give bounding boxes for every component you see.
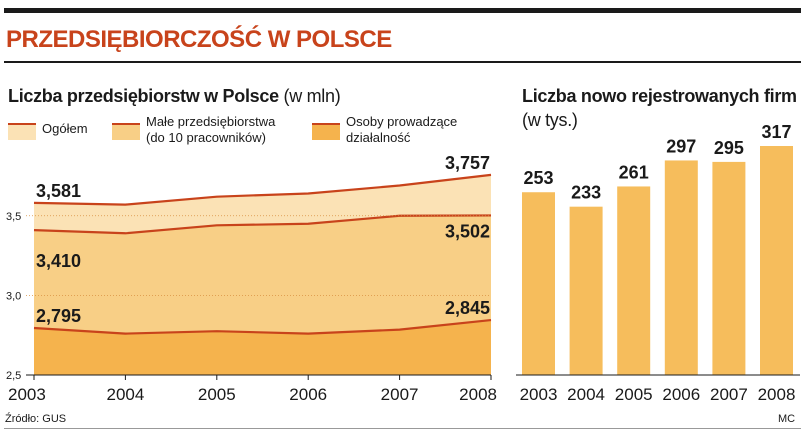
- bar-chart-title: Liczba nowo rejestrowanych firm (w tys.): [522, 86, 797, 130]
- area-chart-title: Liczba przedsiębiorstw w Polsce (w mln): [8, 86, 341, 106]
- top-bar: [4, 8, 801, 13]
- bar-2005: [617, 186, 651, 375]
- bar-category-label-2008: 2008: [758, 385, 796, 404]
- bar-value-label-2008: 317: [761, 122, 791, 142]
- x-tick-label-2003: 2003: [8, 385, 46, 404]
- author-credit: MC: [778, 413, 796, 425]
- x-tick-label-2004: 2004: [106, 385, 144, 404]
- y-tick-label-0: 2,5: [6, 370, 21, 382]
- bar-category-label-2007: 2007: [710, 385, 748, 404]
- legend-label-male: Małe przedsiębiorstwa (do 10 pracowników): [146, 114, 276, 145]
- main-title: PRZEDSIĘBIORCZOŚĆ W POLSCE: [6, 26, 392, 53]
- bar-2003: [522, 192, 555, 375]
- y-tick-label-1: 3,0: [6, 290, 21, 302]
- bar-value-label-2003: 253: [523, 168, 553, 188]
- data-label-ogolem-2003: 3,581: [36, 181, 81, 201]
- legend-label-osoby: Osoby prowadzące działalność: [346, 114, 458, 145]
- data-label-male-2003: 3,410: [36, 251, 81, 271]
- line-ogolem: [33, 173, 492, 206]
- legend-swatch-osoby: [312, 123, 340, 140]
- bar-2008: [760, 146, 793, 375]
- title-rule: [4, 61, 801, 63]
- source-note: Źródło: GUS: [5, 413, 67, 425]
- bar-value-label-2005: 261: [619, 162, 649, 182]
- bar-2007: [712, 161, 746, 375]
- data-label-osoby-2003: 2,795: [36, 306, 81, 326]
- bar-value-label-2006: 297: [666, 136, 696, 156]
- bar-category-label-2006: 2006: [662, 385, 700, 404]
- x-tick-label-2005: 2005: [198, 385, 236, 404]
- bar-2004: [569, 206, 603, 375]
- bar-value-label-2004: 233: [571, 183, 601, 203]
- bar-2006: [664, 160, 698, 375]
- x-tick-label-2006: 2006: [289, 385, 327, 404]
- bar-category-label-2003: 2003: [520, 385, 558, 404]
- bar-category-label-2005: 2005: [615, 385, 653, 404]
- line-male: [33, 214, 492, 235]
- legend-swatch-male: [112, 123, 140, 140]
- y-tick-label-2: 3,5: [6, 211, 21, 223]
- x-tick-label-2008: 2008: [459, 385, 497, 404]
- x-tick-label-2007: 2007: [381, 385, 419, 404]
- bar-value-label-2007: 295: [714, 138, 744, 158]
- legend-label-ogolem: Ogółem: [42, 121, 88, 136]
- line-osoby: [33, 318, 492, 335]
- data-label-male-2008: 3,502: [445, 221, 490, 241]
- bar-category-label-2004: 2004: [567, 385, 605, 404]
- data-label-osoby-2008: 2,845: [445, 298, 490, 318]
- legend-swatch-ogolem: [8, 123, 36, 140]
- data-label-ogolem-2008: 3,757: [445, 153, 490, 173]
- bottom-rule: [4, 428, 801, 429]
